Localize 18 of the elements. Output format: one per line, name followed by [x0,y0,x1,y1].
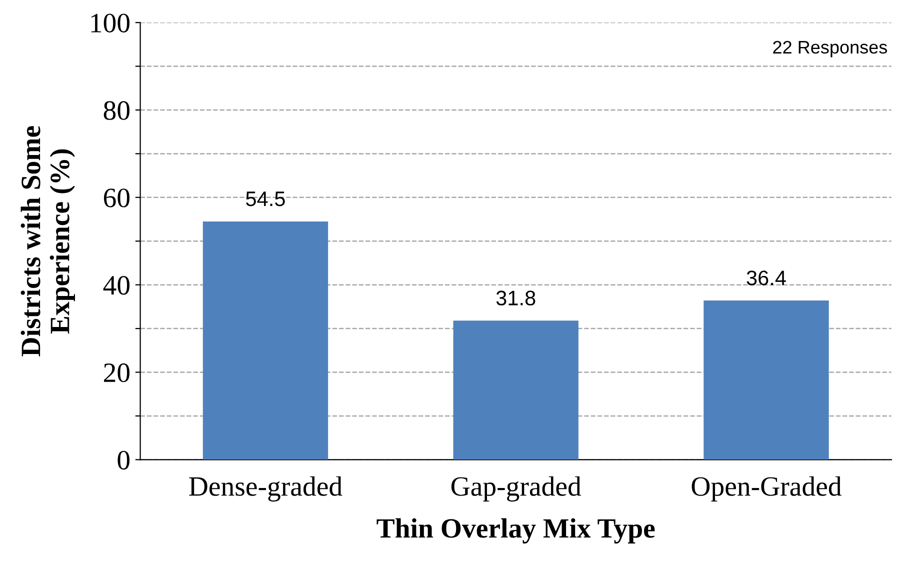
y-tick-label: 20 [104,363,130,382]
y-tick-label: 100 [91,14,130,32]
x-tick-label: Gap-graded [451,476,582,502]
x-tick-label: Dense-graded [189,476,342,502]
y-tick-label: 40 [103,276,130,295]
bar [704,300,829,460]
data-label: 54.5 [246,192,285,206]
x-tick-label: Open-Graded [692,476,842,502]
bar [453,320,578,460]
y-tick-label: 60 [104,188,130,208]
y-tick-label: 0 [118,450,130,470]
data-label: 31.8 [496,290,536,306]
y-axis-title: Districts with Some Experience (%) [20,126,75,356]
y-tick-label: 80 [104,101,130,120]
annotation: 22 Responses [773,40,888,58]
x-axis-title: Thin Overlay Mix Type [376,518,655,544]
data-label: 36.4 [746,270,786,286]
bar [202,221,328,460]
